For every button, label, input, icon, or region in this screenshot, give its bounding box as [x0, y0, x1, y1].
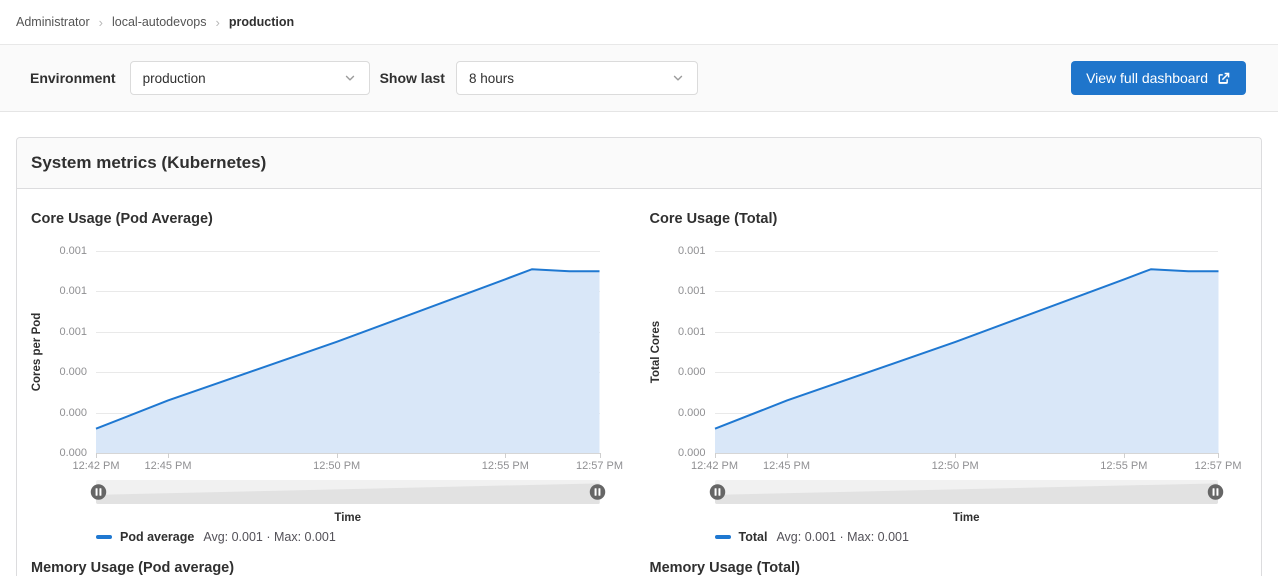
y-axis-label: Total Cores [649, 320, 662, 384]
charts-row: Core Usage (Pod Average) 0.001 0.001 0.001… [17, 189, 1261, 576]
gridline [714, 251, 1218, 252]
plot-area[interactable]: 0.001 0.001 0.001 0.000 0.000 0.000 Total Cor… [650, 245, 1219, 459]
slider-data-shadow [714, 483, 1218, 504]
show-last-label: Show last [379, 70, 445, 86]
x-tick-label: 12:45 PM [144, 460, 192, 472]
x-tick-label: 12:50 PM [313, 460, 361, 472]
slider-handle-left[interactable] [90, 484, 107, 501]
y-axis-label: Cores per Pod [31, 312, 43, 392]
area-series [96, 251, 600, 453]
external-link-icon [1218, 72, 1230, 84]
y-tick-label: 0.000 [59, 366, 87, 379]
x-tick [96, 453, 97, 458]
legend-line-swatch [714, 535, 731, 539]
panel-header: System metrics (Kubernetes) [17, 138, 1261, 189]
legend-series-stats: Avg: 0.001 · Max: 0.001 [203, 530, 336, 544]
y-tick-label: 0.000 [677, 447, 706, 459]
x-tick [336, 453, 338, 458]
y-tick-label: 0.001 [59, 245, 87, 257]
x-tick [955, 453, 957, 458]
panel-title: System metrics (Kubernetes) [31, 153, 267, 172]
gridline [96, 331, 600, 333]
gridline [714, 291, 1218, 293]
system-metrics-panel: System metrics (Kubernetes) Core Usage (… [16, 137, 1262, 576]
show-last-select-value: 8 hours [468, 70, 514, 86]
slider-handle-right[interactable] [589, 484, 606, 501]
environment-label: Environment [30, 70, 116, 86]
chart-title: Core Usage (Total) [649, 211, 778, 227]
x-tick-label: 12:45 PM [762, 460, 811, 472]
chart-title: Core Usage (Pod Average) [31, 211, 213, 227]
x-tick-label: 12:57 PM [1194, 460, 1242, 472]
x-tick [1218, 453, 1219, 458]
x-tick [599, 453, 601, 458]
x-axis-tick-labels: 12:42 PM 12:45 PM 12:50 PM 12:55 PM 12:57 PM [691, 454, 1242, 472]
legend-series-name: Total [738, 530, 768, 544]
chart-core-usage-total: Core Usage (Total) 0.001 0.001 0.001 0.000 0… [650, 189, 1248, 544]
plot-area[interactable]: 0.001 0.001 0.001 0.000 0.000 0.000 Cores per… [31, 245, 601, 459]
y-tick-label: 0.001 [677, 325, 706, 338]
chart-core-usage-pod-average: Core Usage (Pod Average) 0.001 0.001 0.001… [31, 189, 629, 544]
environment-select[interactable]: production [129, 61, 370, 95]
show-last-select[interactable]: 8 hours [455, 61, 698, 95]
x-tick [168, 453, 169, 458]
breadcrumb-item-current: production [228, 15, 295, 29]
x-tick [1123, 453, 1125, 458]
y-tick-label: 0.001 [59, 325, 87, 338]
x-tick [505, 453, 507, 458]
x-tick-label: 12:55 PM [1100, 460, 1148, 472]
y-tick-label: 0.001 [677, 245, 706, 257]
chart-title-memory-pod-average: Memory Usage (Pod average) [31, 560, 235, 576]
x-axis-tick-labels: 12:42 PM 12:45 PM 12:50 PM 12:55 PM 12:57 PM [72, 454, 623, 472]
y-tick-label: 0.000 [59, 406, 87, 419]
x-tick-label: 12:55 PM [481, 460, 529, 472]
slider-data-shadow [96, 483, 600, 504]
y-tick-label: 0.000 [677, 406, 706, 419]
slider-track[interactable] [714, 480, 1218, 504]
legend-total[interactable]: Total Avg: 0.001 · Max: 0.001 [714, 530, 1248, 544]
y-tick-label: 0.000 [59, 447, 87, 459]
x-tick-label: 12:42 PM [690, 460, 739, 472]
x-axis-label: Time [334, 512, 362, 524]
legend-pod-average[interactable]: Pod average Avg: 0.001 · Max: 0.001 [96, 530, 629, 544]
legend-line-swatch [96, 535, 112, 539]
chevron-right-icon: › [98, 14, 103, 30]
slider-handle-right[interactable] [1207, 484, 1224, 501]
area-series [715, 251, 1218, 453]
x-tick-label: 12:42 PM [72, 460, 120, 472]
x-tick [786, 453, 788, 458]
breadcrumb: Administrator › local-autodevops › produ… [0, 0, 1278, 45]
x-tick-label: 12:50 PM [931, 460, 979, 472]
slider-track[interactable] [96, 480, 600, 504]
gridline [714, 331, 1218, 333]
view-full-dashboard-label: View full dashboard [1086, 70, 1208, 86]
y-tick-label: 0.000 [677, 366, 706, 379]
legend-series-name: Pod average [120, 530, 195, 544]
chevron-down-icon [345, 75, 354, 81]
chart-title-memory-total: Memory Usage (Total) [649, 560, 800, 576]
legend-series-stats: Avg: 0.001 · Max: 0.001 [776, 530, 909, 544]
time-range-slider[interactable] [90, 480, 605, 504]
x-tick-label: 12:57 PM [575, 460, 624, 472]
y-tick-label: 0.001 [59, 285, 87, 298]
environment-select-value: production [142, 70, 206, 86]
chevron-right-icon: › [215, 14, 220, 30]
x-axis-label: Time [952, 512, 980, 524]
metrics-filter-bar: Environment production Show last 8 hours… [0, 45, 1278, 112]
breadcrumb-item-project[interactable]: local-autodevops [111, 15, 207, 29]
chevron-down-icon [673, 75, 683, 81]
gridline [96, 291, 600, 293]
time-range-slider[interactable] [709, 480, 1224, 504]
x-tick [714, 453, 716, 458]
breadcrumb-item-administrator[interactable]: Administrator [16, 15, 90, 29]
slider-handle-left[interactable] [709, 484, 726, 501]
gridline [96, 251, 600, 252]
y-tick-label: 0.001 [677, 285, 706, 298]
view-full-dashboard-button[interactable]: View full dashboard [1071, 61, 1246, 95]
